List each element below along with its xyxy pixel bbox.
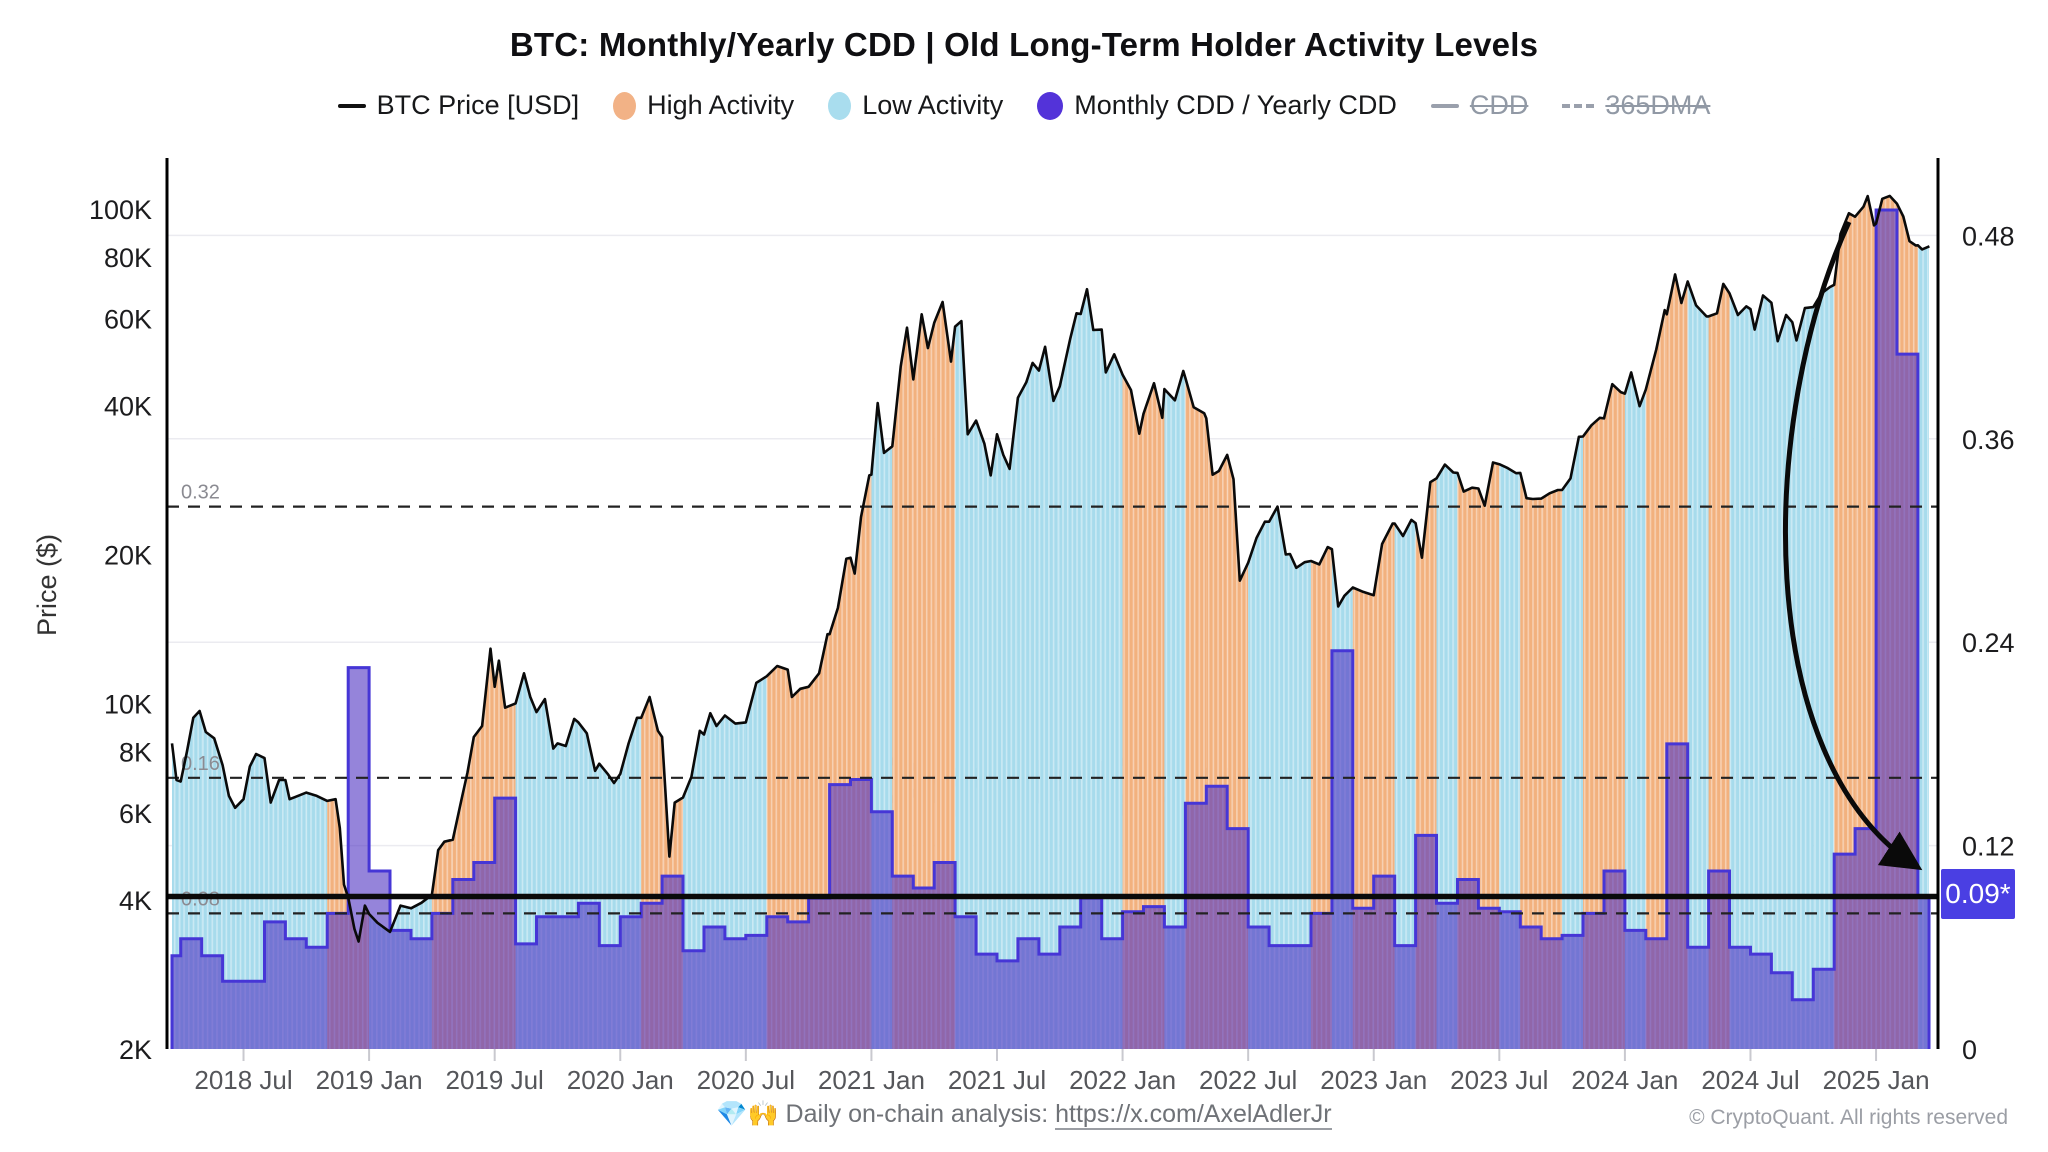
black-line-swatch-icon	[337, 103, 366, 108]
chart-title: BTC: Monthly/Yearly CDD | Old Long-Term …	[509, 26, 1539, 63]
orange-ellipse-swatch-icon	[613, 91, 637, 120]
svg-text:Price ($): Price ($)	[32, 534, 62, 636]
svg-text:2K: 2K	[119, 1035, 152, 1065]
svg-text:40K: 40K	[104, 392, 152, 422]
svg-text:0.08: 0.08	[181, 888, 220, 910]
svg-text:2021 Jan: 2021 Jan	[818, 1065, 925, 1095]
copyright-text: © CryptoQuant. All rights reserved	[1689, 1106, 2008, 1129]
svg-text:2022 Jan: 2022 Jan	[1069, 1065, 1176, 1095]
svg-text:60K: 60K	[104, 305, 152, 335]
svg-text:0.24: 0.24	[1962, 628, 2015, 658]
svg-text:4K: 4K	[119, 886, 152, 916]
svg-text:2024 Jan: 2024 Jan	[1571, 1065, 1678, 1095]
svg-text:2019 Jan: 2019 Jan	[316, 1065, 423, 1095]
svg-text:100K: 100K	[89, 195, 152, 225]
svg-text:0.16: 0.16	[181, 753, 220, 775]
legend-item-low-activity[interactable]: Low Activity	[828, 90, 1003, 121]
legend-item-365dma-disabled[interactable]: 365DMA	[1562, 90, 1710, 121]
svg-text:0.48: 0.48	[1962, 221, 2015, 251]
svg-text:2023 Jan: 2023 Jan	[1320, 1065, 1427, 1095]
svg-text:20K: 20K	[104, 541, 152, 571]
purple-circle-swatch-icon	[1037, 91, 1064, 120]
footer-link[interactable]: https://x.com/AxelAdlerJr	[1055, 1100, 1332, 1130]
svg-text:2024 Jul: 2024 Jul	[1701, 1065, 1799, 1095]
svg-text:6K: 6K	[119, 799, 152, 829]
current-value-badge: 0.09*	[1941, 869, 2015, 919]
svg-text:2018 Jul: 2018 Jul	[194, 1065, 292, 1095]
legend-item-cdd-disabled[interactable]: CDD	[1430, 90, 1529, 121]
legend-label: Low Activity	[862, 90, 1004, 120]
legend-label: High Activity	[647, 90, 795, 120]
svg-text:10K: 10K	[104, 689, 152, 719]
svg-text:0: 0	[1962, 1035, 1977, 1065]
legend-label: Monthly CDD / Yearly CDD	[1074, 90, 1397, 120]
cyan-ellipse-swatch-icon	[828, 91, 852, 120]
legend-item-monthly-cdd[interactable]: Monthly CDD / Yearly CDD	[1037, 90, 1397, 121]
svg-text:2019 Jul: 2019 Jul	[446, 1065, 544, 1095]
svg-text:2023 Jul: 2023 Jul	[1450, 1065, 1548, 1095]
svg-text:2022 Jul: 2022 Jul	[1199, 1065, 1297, 1095]
gray-line-swatch-icon	[1430, 103, 1459, 108]
svg-text:8K: 8K	[119, 737, 152, 767]
legend-label: CDD	[1469, 90, 1529, 120]
svg-text:0.32: 0.32	[181, 482, 220, 504]
svg-text:2020 Jul: 2020 Jul	[697, 1065, 795, 1095]
svg-text:0.36: 0.36	[1962, 425, 2015, 455]
footer-text: 💎🙌 Daily on-chain analysis:	[716, 1100, 1056, 1128]
svg-text:80K: 80K	[104, 243, 152, 273]
footer-note: 💎🙌 Daily on-chain analysis: https://x.co…	[0, 1100, 2048, 1130]
svg-text:2025 Jan: 2025 Jan	[1823, 1065, 1930, 1095]
gray-dashes-swatch-icon	[1562, 103, 1595, 108]
legend-item-high-activity[interactable]: High Activity	[613, 90, 794, 121]
legend-label: BTC Price [USD]	[376, 90, 580, 120]
legend-item-btc-price[interactable]: BTC Price [USD]	[337, 90, 580, 121]
svg-text:2021 Jul: 2021 Jul	[948, 1065, 1046, 1095]
legend: BTC Price [USD] High Activity Low Activi…	[0, 90, 2048, 121]
svg-text:0.12: 0.12	[1962, 832, 2015, 862]
svg-text:2020 Jan: 2020 Jan	[567, 1065, 674, 1095]
legend-label: 365DMA	[1605, 90, 1711, 120]
